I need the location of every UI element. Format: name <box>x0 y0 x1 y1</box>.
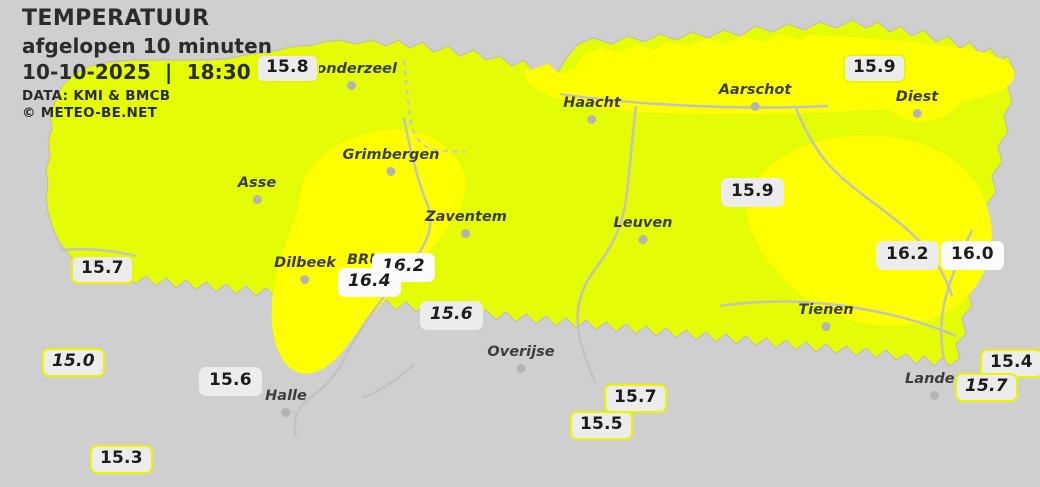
admin-boundary-dashed <box>402 59 467 154</box>
temperature-badge[interactable]: 15.4 <box>980 349 1040 378</box>
temperature-badge[interactable]: 15.6 <box>199 367 262 396</box>
temperature-badge[interactable]: 15.5 <box>570 411 633 440</box>
temperature-badge[interactable]: 15.7 <box>604 384 667 413</box>
temperature-badge[interactable]: 15.0 <box>42 348 105 377</box>
temperature-badge[interactable]: 15.3 <box>90 445 153 474</box>
temperature-badge[interactable]: 16.0 <box>941 241 1004 270</box>
temperature-badge[interactable]: 15.7 <box>955 373 1018 402</box>
temperature-badge[interactable]: 15.9 <box>721 178 784 207</box>
temperature-badge[interactable]: 15.7 <box>71 255 134 284</box>
temperature-badge[interactable]: 15.9 <box>843 54 906 83</box>
temperature-badge[interactable]: 15.8 <box>256 54 319 83</box>
temperature-contour-warm <box>271 33 1015 374</box>
temperature-badge[interactable]: 15.6 <box>420 301 483 330</box>
temperature-badge[interactable]: 16.4 <box>338 268 401 297</box>
temperature-badge[interactable]: 16.2 <box>876 241 939 270</box>
